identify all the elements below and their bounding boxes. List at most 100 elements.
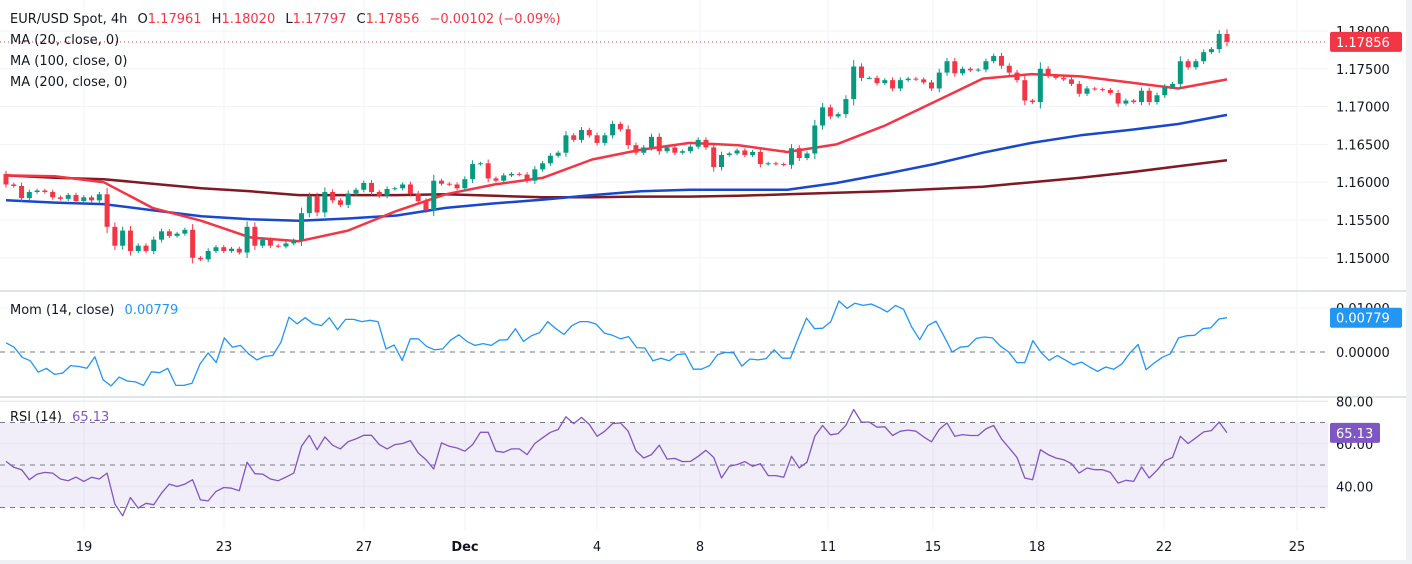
candle-up	[788, 148, 794, 165]
candle-up	[361, 182, 367, 190]
candle-up	[81, 197, 87, 202]
x-axis-label: 18	[1029, 540, 1046, 555]
candle-down	[112, 226, 118, 246]
price-axis-label: 1.17000	[1336, 101, 1390, 116]
candle-down	[1006, 65, 1012, 73]
candle-up	[602, 135, 608, 143]
price-axis-label: 1.15000	[1336, 252, 1390, 267]
candle-up	[983, 61, 989, 70]
candle-up	[1201, 52, 1207, 62]
candle-up	[1216, 33, 1222, 50]
candle-up	[734, 150, 740, 154]
price-change: −0.00102 (−0.09%)	[429, 12, 561, 27]
ma20-legend[interactable]: MA (20, close, 0)	[10, 33, 120, 48]
candle-down	[928, 82, 934, 89]
candle-down	[633, 145, 639, 153]
candle-down	[127, 230, 133, 251]
candle-down	[617, 123, 623, 130]
candle-up	[1170, 83, 1176, 87]
candle-up	[975, 69, 981, 71]
candle-up	[306, 196, 312, 214]
candle-down	[890, 80, 896, 89]
candle-down	[11, 184, 17, 186]
candle-down	[921, 79, 927, 83]
candle-down	[1224, 33, 1230, 42]
ma200-legend[interactable]: MA (200, close, 0)	[10, 75, 128, 90]
price-axis-label: 1.15500	[1336, 214, 1390, 229]
rsi-line	[5, 408, 1228, 517]
momentum-value: 0.00779	[124, 303, 179, 318]
candle-down	[625, 129, 631, 146]
candle-down	[104, 194, 110, 227]
candle-down	[874, 77, 880, 84]
candle-up	[213, 247, 219, 251]
ma100-legend[interactable]: MA (100, close, 0)	[10, 54, 128, 69]
candle-down	[221, 247, 227, 251]
rsi-axis-label: 40.00	[1336, 480, 1373, 495]
candle-down	[485, 163, 491, 179]
candle-up	[120, 230, 126, 246]
candle-down	[143, 245, 149, 251]
candle-down	[586, 130, 592, 136]
candle-up	[322, 192, 328, 213]
momentum-title: Mom (14, close)	[10, 303, 115, 318]
candle-down	[454, 184, 460, 189]
candle-up	[936, 72, 942, 89]
x-axis-label: 4	[593, 540, 601, 555]
rsi-value: 65.13	[72, 410, 110, 425]
candle-down	[773, 163, 779, 165]
symbol-title[interactable]: EUR/USD Spot, 4h	[10, 12, 128, 27]
candle-down	[415, 193, 421, 202]
candle-down	[1045, 68, 1051, 76]
candle-up	[610, 123, 616, 136]
momentum-legend[interactable]: Mom (14, close) 0.00779	[10, 303, 184, 318]
candle-down	[827, 107, 833, 117]
candle-up	[641, 147, 647, 153]
candle-up	[462, 179, 468, 189]
candle-up	[26, 192, 32, 199]
candle-down	[275, 245, 281, 247]
candle-up	[151, 239, 157, 251]
candle-up	[648, 136, 654, 148]
candle-down	[407, 184, 413, 194]
candle-up	[1154, 95, 1160, 103]
candle-up	[345, 193, 351, 205]
candle-up	[866, 77, 872, 79]
x-axis-label: 8	[696, 540, 704, 555]
candle-up	[470, 164, 476, 180]
candle-down	[446, 183, 452, 185]
rsi-legend[interactable]: RSI (14) 65.13	[10, 410, 115, 425]
candle-up	[1138, 90, 1144, 103]
candle-down	[594, 135, 600, 143]
candle-down	[337, 200, 343, 205]
candle-up	[812, 125, 818, 154]
candle-up	[431, 180, 437, 211]
candle-up	[843, 99, 849, 115]
rsi-axis-label: 80.00	[1336, 395, 1373, 410]
ma200-line	[5, 159, 1228, 199]
candle-down	[1014, 72, 1020, 81]
candle-up	[291, 240, 297, 244]
candle-up	[726, 153, 732, 155]
candle-up	[695, 139, 701, 147]
x-axis-label: 15	[925, 540, 942, 555]
candle-up	[353, 189, 359, 194]
candle-down	[252, 226, 258, 246]
momentum-badge	[1330, 307, 1402, 328]
candle-up	[960, 68, 966, 74]
candle-down	[967, 68, 973, 71]
candle-up	[532, 169, 538, 181]
ohlc-high: H1.18020	[211, 12, 276, 27]
candle-down	[781, 164, 787, 166]
candle-down	[1022, 80, 1028, 101]
candle-down	[1131, 100, 1137, 103]
candle-up	[1208, 49, 1214, 53]
candle-down	[314, 196, 320, 213]
candle-down	[57, 197, 63, 199]
candle-down	[1146, 90, 1152, 103]
candle-down	[656, 136, 662, 152]
candle-up	[1193, 61, 1199, 68]
last-price-label: 1.17856	[1336, 36, 1390, 51]
price-axis-label: 1.16500	[1336, 138, 1390, 153]
